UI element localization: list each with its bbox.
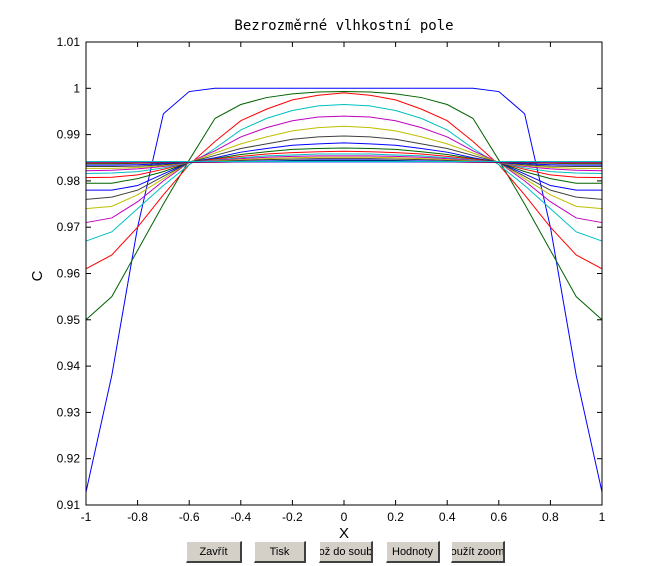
x-tick-label: -0.6 [179, 510, 200, 524]
x-tick-label: -0.4 [230, 510, 251, 524]
series-line-5 [85, 115, 603, 224]
x-tick-label: 0 [341, 510, 348, 524]
close-button[interactable]: Zavřít [186, 541, 242, 563]
series-line-12 [85, 155, 603, 172]
x-tick-label: 0.4 [439, 510, 456, 524]
y-tick-label: 1.01 [57, 35, 81, 49]
plot-background [86, 42, 602, 505]
x-tick-label: -1 [81, 510, 92, 524]
print-button[interactable]: Tisk [254, 541, 306, 563]
series-line-2 [85, 91, 603, 321]
x-tick-label: 0.8 [542, 510, 559, 524]
y-tick-label: 0.98 [57, 174, 81, 188]
y-tick-label: 0.96 [57, 267, 81, 281]
y-axis-label: C [29, 270, 46, 281]
y-ticks: 0.91 0.92 0.93 0.94 0.95 0.96 0.97 0.98 0.99 1 1.0… [57, 35, 602, 512]
series-line-7 [85, 135, 603, 200]
series-line-4 [85, 103, 603, 242]
series-line-9 [86, 147, 602, 184]
series-line-3 [85, 92, 603, 270]
series-line-11 [85, 153, 603, 174]
x-tick-label: -0.8 [127, 510, 148, 524]
x-ticks: -1 -0.8 -0.6 -0.4 -0.2 0 0.2 0.4 0.6 0.8 1 [81, 42, 606, 524]
y-tick-label: 0.99 [57, 128, 81, 142]
series-line-8 [86, 142, 602, 191]
series-line-6 [85, 125, 603, 210]
y-tick-label: 1 [73, 81, 80, 95]
series-line-13 [86, 156, 602, 169]
y-tick-label: 0.93 [57, 405, 81, 419]
save-to-file-button[interactable]: ož do soub [319, 541, 373, 563]
y-tick-label: 0.91 [57, 498, 81, 512]
series-line-15 [86, 159, 602, 166]
x-axis-label: X [339, 525, 349, 542]
x-tick-label: 0.2 [387, 510, 404, 524]
series-layer [85, 87, 603, 493]
series-line-1 [85, 87, 603, 493]
values-button[interactable]: Hodnoty [386, 541, 440, 563]
chart-title: Bezrozměrné vlhkostní pole [234, 18, 453, 34]
apply-zoom-button[interactable]: oužít zoom [451, 541, 505, 563]
x-tick-label: -0.2 [282, 510, 303, 524]
y-tick-label: 0.92 [57, 452, 81, 466]
x-tick-label: 1 [599, 510, 606, 524]
y-tick-label: 0.97 [57, 220, 81, 234]
y-tick-label: 0.94 [57, 359, 81, 373]
x-tick-label: 0.6 [490, 510, 507, 524]
series-line-14 [86, 158, 602, 168]
y-tick-label: 0.95 [57, 313, 81, 327]
series-line-10 [85, 150, 603, 179]
